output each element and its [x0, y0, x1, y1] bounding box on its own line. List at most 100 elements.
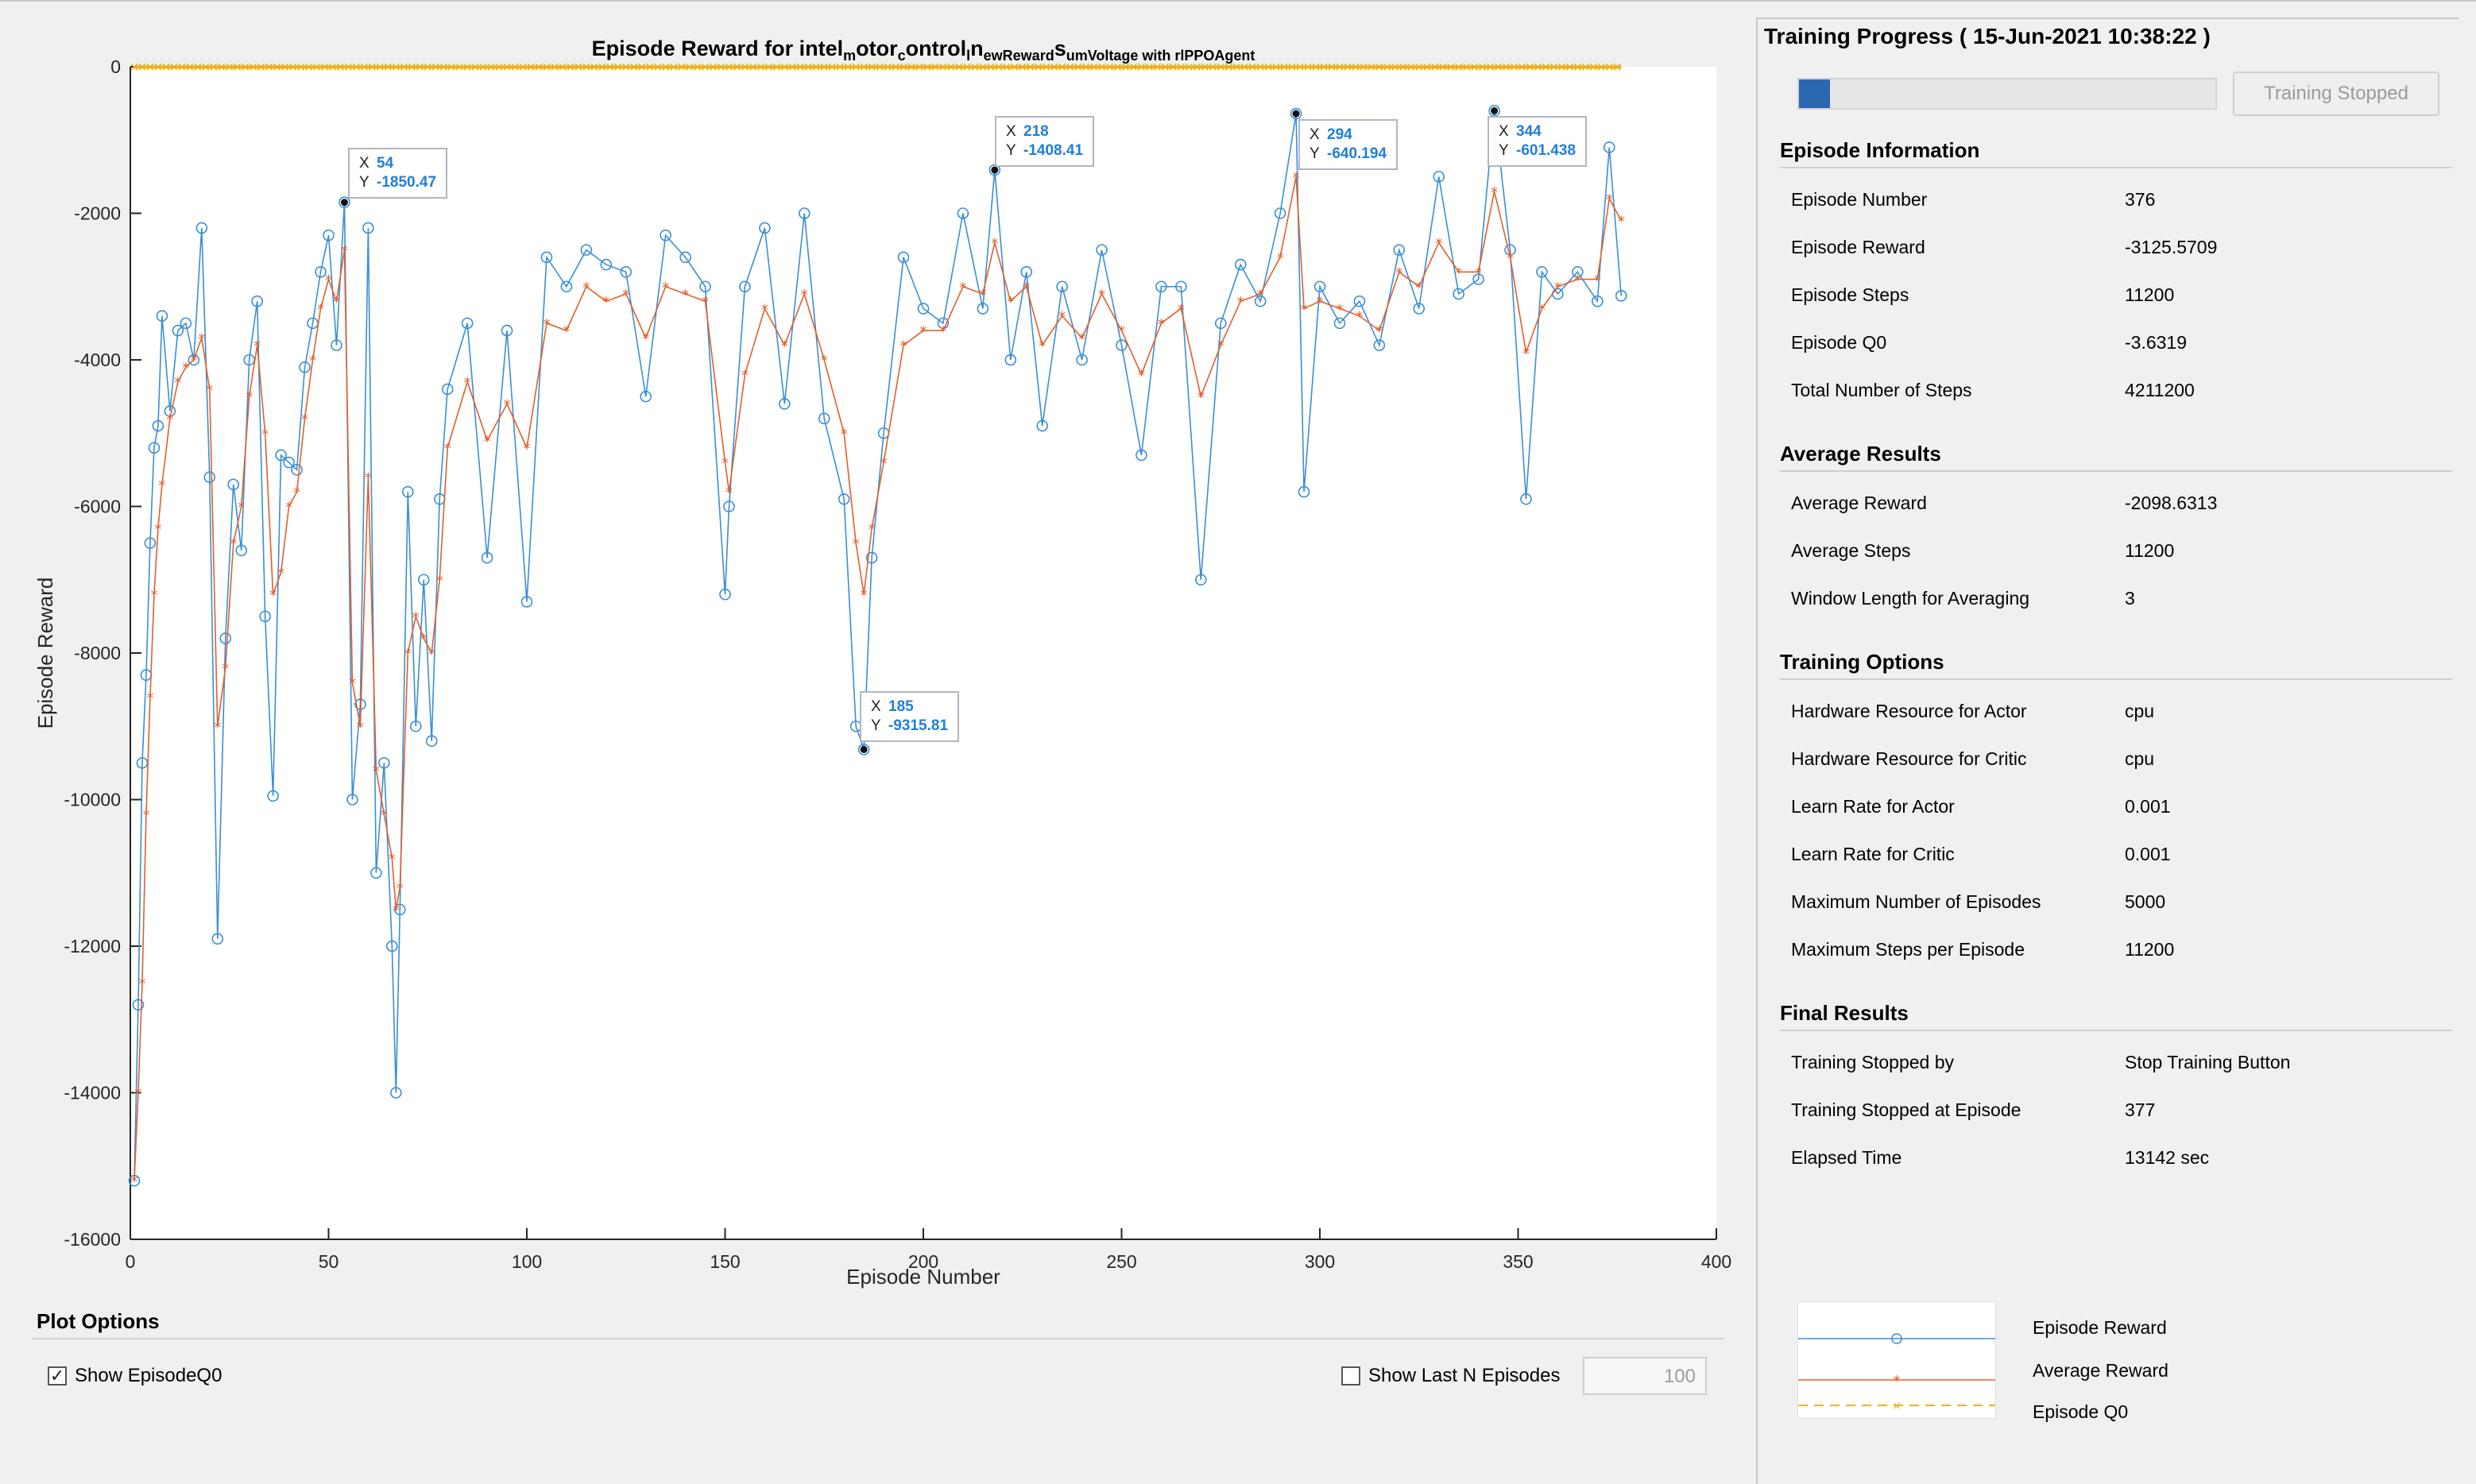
average-reward-point: * [861, 587, 868, 604]
plot-canvas[interactable]: Episode Reward for intelmotorcontrollnew… [0, 0, 1748, 1319]
average-reward-point: * [1336, 301, 1343, 318]
show-last-n-option[interactable]: Show Last N Episodes [1341, 1365, 1560, 1387]
training-stopped-button[interactable]: Training Stopped [2233, 71, 2439, 116]
average-reward-point: * [166, 412, 173, 428]
data-tip[interactable]: X 54 Y -1850.47 [348, 148, 448, 199]
average-reward-point: * [317, 301, 324, 318]
episode-reward-point [1603, 141, 1615, 153]
max-steps-value: 11200 [2125, 939, 2175, 960]
actor-learn-rate-value: 0.001 [2125, 796, 2171, 817]
episode-q0-marker [686, 63, 694, 71]
episode-reward-point [1076, 354, 1088, 366]
episode-q0-marker [1368, 63, 1375, 71]
plot-options-title: Plot Options [37, 1309, 160, 1333]
episode-reward-point [441, 383, 454, 396]
episode-q0-marker [1113, 63, 1122, 71]
chart-title: Episode Reward for intelmotorcontrollnew… [592, 37, 1255, 64]
episode-reward-point [156, 310, 168, 322]
data-tip-x-label: X [1006, 123, 1016, 140]
stopped-by-label: Training Stopped by [1791, 1052, 1955, 1072]
episode-q0-marker [1471, 63, 1479, 71]
episode-reward-point [957, 207, 969, 219]
episode-q0-marker [638, 63, 646, 71]
data-tip[interactable]: X 344 Y -601.438 [1488, 116, 1588, 167]
x-tick-label: 300 [1305, 1251, 1335, 1272]
episode-number-value: 376 [2125, 189, 2156, 210]
episode-q0-marker [1375, 63, 1383, 71]
episode-reward-point [600, 258, 613, 271]
show-episode-q0-label: Show EpisodeQ0 [75, 1365, 222, 1386]
episode-q0-marker [305, 63, 313, 71]
y-tick-label: -14000 [64, 1083, 121, 1103]
episode-reward-point [1298, 485, 1310, 498]
episode-reward-point [251, 295, 263, 307]
episode-reward-point [798, 207, 811, 219]
show-episode-q0-option[interactable]: ✓ Show EpisodeQ0 [48, 1365, 222, 1387]
episode-reward-point [1234, 258, 1247, 271]
average-reward-point: * [484, 433, 491, 450]
episode-q0-marker [535, 63, 543, 71]
episode-q0-marker [511, 63, 519, 71]
average-reward-point: * [1435, 235, 1442, 252]
data-tip[interactable]: X 294 Y -640.194 [1298, 119, 1399, 170]
episode-q0-marker [741, 63, 749, 71]
episode-reward-point [1056, 280, 1068, 293]
average-reward-point: * [979, 287, 986, 303]
episode-q0-marker [614, 63, 622, 71]
show-episode-q0-checkbox[interactable]: ✓ [48, 1366, 67, 1385]
episode-number-label: Episode Number [1791, 189, 1928, 210]
episode-reward-point [897, 251, 910, 264]
average-reward-point: * [142, 807, 149, 824]
episode-q0-marker [289, 63, 297, 71]
average-reward-point: * [939, 323, 946, 340]
episode-q0-marker [1383, 63, 1391, 71]
last-n-episodes-input[interactable]: 100 [1583, 1357, 1707, 1395]
episode-q0-marker [1035, 63, 1043, 71]
data-tip-y-value: -1850.47 [377, 174, 437, 191]
episode-reward-point [219, 632, 232, 644]
data-tip[interactable]: X 218 Y -1408.41 [995, 116, 1095, 167]
episode-q0-marker [1137, 63, 1145, 71]
episode-reward-point [299, 361, 311, 373]
average-reward-point: * [761, 301, 768, 318]
episode-reward-plot[interactable]: Episode Reward for intelmotorcontrollnew… [0, 0, 1748, 1319]
episode-q0-marker [844, 63, 852, 71]
episode-q0-marker [218, 63, 226, 71]
data-tip[interactable]: X 185 Y -9315.81 [860, 691, 960, 742]
episode-q0-marker [463, 63, 471, 71]
average-reward-point: * [582, 280, 590, 296]
episode-reward-point [818, 412, 830, 425]
episode-q0-marker [915, 63, 923, 71]
episode-q0-marker [1455, 63, 1463, 71]
average-reward-point: * [722, 455, 729, 472]
episode-q0-marker [606, 63, 614, 71]
legend-average-reward-marker: * [1894, 1373, 1901, 1389]
checkmark-icon: ✓ [49, 1366, 65, 1385]
average-reward-point: * [821, 353, 828, 369]
section-episode-information: Episode Information [1780, 138, 1980, 162]
episode-q0-marker [1169, 63, 1177, 71]
episode-reward-point [1453, 288, 1464, 300]
show-last-n-checkbox[interactable] [1341, 1366, 1360, 1385]
episode-q0-marker [1145, 63, 1153, 71]
episode-q0-marker [297, 63, 305, 71]
average-reward-point: * [1277, 250, 1284, 267]
episode-reward-point [227, 478, 240, 491]
episode-q0-marker [812, 63, 820, 71]
episode-reward-point [1413, 303, 1426, 315]
average-reward-point: * [357, 719, 364, 736]
episode-q0-marker [709, 63, 718, 71]
training-progress-panel: Training Progress ( 15-Jun-2021 10:38:22… [1756, 17, 2459, 1484]
episode-reward-point [723, 500, 735, 512]
average-reward-point: * [801, 287, 808, 303]
data-tip-y-label: Y [1310, 145, 1320, 162]
average-reward-point: * [389, 851, 396, 868]
y-tick-label: -10000 [64, 790, 121, 810]
episode-q0-marker [1415, 63, 1423, 71]
episode-q0-marker [328, 63, 337, 71]
episode-q0-marker [654, 63, 662, 71]
episode-reward-point [1254, 295, 1267, 307]
average-reward-point: * [158, 477, 165, 494]
episode-reward-point [1036, 419, 1048, 432]
episode-q0-marker [1431, 63, 1439, 71]
